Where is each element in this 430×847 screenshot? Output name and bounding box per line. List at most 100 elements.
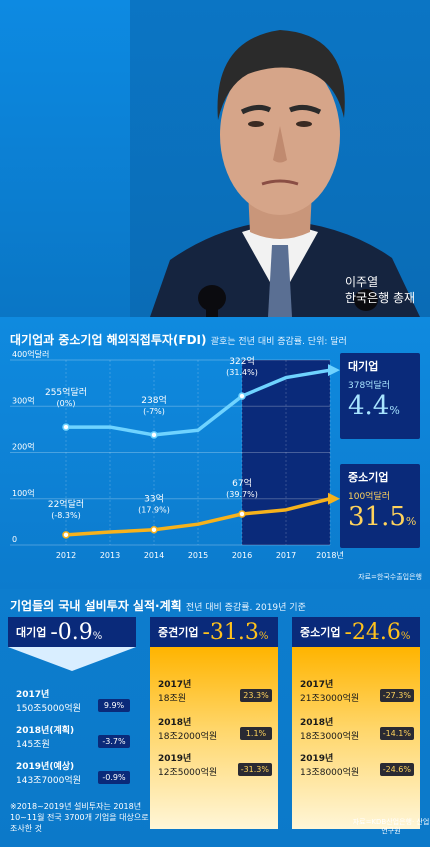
column-pct-unit: % — [92, 630, 103, 642]
column-pct-value: -24.6 — [344, 619, 401, 645]
row-year: 2017년 — [158, 680, 192, 690]
change-badge: -14.1% — [379, 727, 414, 740]
column-name: 대기업 — [16, 626, 47, 639]
annotation-change: (17.9%) — [138, 506, 170, 515]
row-2018: 2018년 18조2000억원 1.1% — [158, 715, 272, 742]
x-tick-label: 2018년 — [316, 550, 344, 560]
row-2019: 2019년 12조5000억원 -31.3% — [158, 751, 272, 778]
row-value: 18조원 — [158, 694, 187, 704]
fdi-subtitle: 괄호는 전년 대비 증감률. 단위: 달러 — [210, 337, 347, 347]
row-2017: 2017년 18조원 23.3% — [158, 677, 272, 704]
row-year: 2017년 — [300, 680, 334, 690]
change-badge: -24.6% — [379, 763, 414, 776]
caption-name: 이주열 — [345, 275, 379, 289]
change-badge: 9.9% — [98, 699, 130, 712]
fdi-chart-title: 대기업과 중소기업 해외직접투자(FDI) 괄호는 전년 대비 증감률. 단위:… — [10, 331, 347, 348]
row-2018: 2018년(계획) 145조원 -3.7% — [16, 723, 130, 750]
sme-callout-amount: 100억달러 — [348, 492, 391, 502]
y-tick-label: 100억 — [12, 488, 35, 498]
x-tick-label: 2012 — [56, 551, 76, 560]
row-value: 13조8000억원 — [300, 768, 360, 778]
fdi-title-text: 대기업과 중소기업 해외직접투자(FDI) — [10, 333, 207, 347]
annotation-change: (31.4%) — [226, 368, 258, 377]
y-tick-label: 300억 — [12, 395, 35, 405]
column-pct: -31.3% — [202, 620, 268, 645]
invest-column-large: 대기업 -0.9% 2017년 150조5000억원 9.9% 2018년(계획… — [8, 617, 136, 829]
sme-callout-pct: 31.5% — [348, 502, 416, 537]
data-point — [238, 392, 246, 400]
fdi-chart-section: 대기업과 중소기업 해외직접투자(FDI) 괄호는 전년 대비 증감률. 단위:… — [0, 317, 430, 589]
column-pct: -24.6% — [344, 620, 410, 645]
change-badge: 1.1% — [240, 727, 272, 740]
sme-callout-pct-unit: % — [405, 515, 417, 528]
annotation-change: (-8.3%) — [51, 511, 80, 520]
row-value: 18조3000억원 — [300, 732, 360, 742]
x-tick-label: 2016 — [232, 551, 252, 560]
series-line-sme — [65, 497, 331, 537]
row-2019: 2019년 13조8000억원 -24.6% — [300, 751, 414, 778]
row-year: 2019년 — [300, 754, 334, 764]
portrait-illustration — [150, 30, 420, 317]
change-badge: -27.3% — [379, 689, 414, 702]
data-point — [238, 510, 246, 518]
row-year: 2018년 — [158, 718, 192, 728]
annotation-change: (-7%) — [143, 407, 165, 416]
survey-note: ※2018~2019년 설비투자는 2018년 10~11월 전국 3700개 … — [10, 802, 149, 833]
row-value: 21조3000억원 — [300, 694, 360, 704]
annotation-value: 255억달러 — [45, 386, 87, 398]
annotation-change: (0%) — [57, 399, 76, 408]
header-photo-area: 이주열 한국은행 총재 — [0, 0, 430, 317]
column-header: 중소기업 -24.6% — [292, 617, 420, 647]
invest-title-text: 기업들의 국내 설비투자 실적·계획 — [10, 599, 182, 613]
row-year: 2019년(예상) — [16, 762, 75, 772]
annotation-change: (39.7%) — [226, 490, 258, 499]
column-pct: -0.9% — [50, 620, 102, 645]
y-tick-label: 200억 — [12, 442, 35, 452]
large-callout-amount: 378억달러 — [348, 381, 391, 391]
row-2019: 2019년(예상) 143조7000억원 -0.9% — [16, 759, 130, 786]
y-tick-label: 400억달러 — [12, 349, 49, 359]
row-value: 143조7000억원 — [16, 776, 81, 786]
invest-column-sme: 중소기업 -24.6% 2017년 21조3000억원 -27.3% 2018년… — [292, 617, 420, 829]
invest-subtitle: 전년 대비 증감률. 2019년 기준 — [185, 603, 306, 613]
change-badge: -0.9% — [98, 771, 130, 784]
column-arrow — [8, 647, 136, 671]
large-callout-pct-value: 4.4 — [348, 391, 390, 421]
column-pct-unit: % — [400, 630, 411, 642]
column-header: 대기업 -0.9% — [8, 617, 136, 647]
column-pct-value: -31.3 — [202, 619, 259, 645]
column-pct-unit: % — [258, 630, 269, 642]
row-value: 18조2000억원 — [158, 732, 218, 742]
annotation-value: 67억 — [232, 477, 252, 489]
row-2018: 2018년 18조3000억원 -14.1% — [300, 715, 414, 742]
row-value: 12조5000억원 — [158, 768, 218, 778]
row-2017: 2017년 21조3000억원 -27.3% — [300, 677, 414, 704]
photo-caption: 이주열 한국은행 총재 — [345, 274, 415, 306]
row-year: 2019년 — [158, 754, 192, 764]
column-name: 중소기업 — [300, 626, 341, 639]
annotation-value: 33억 — [144, 493, 164, 505]
sme-callout-name: 중소기업 — [348, 471, 389, 484]
large-corp-callout: 대기업 378억달러 4.4% — [340, 353, 420, 439]
series-line-large — [66, 368, 331, 437]
data-point — [62, 423, 70, 431]
invest-source: 자료=KDB산업은행· 산업연구원 — [352, 818, 430, 835]
fdi-source: 자료=한국수출입은행 — [358, 573, 422, 581]
invest-title: 기업들의 국내 설비투자 실적·계획 전년 대비 증감률. 2019년 기준 — [10, 597, 306, 614]
row-year: 2017년 — [16, 690, 50, 700]
row-year: 2018년(계획) — [16, 726, 75, 736]
change-badge: -31.3% — [237, 763, 272, 776]
y-tick-label: 0 — [12, 535, 17, 544]
row-2017: 2017년 150조5000억원 9.9% — [16, 687, 130, 714]
annotation-value: 22억달러 — [48, 498, 84, 510]
column-pct-value: -0.9 — [50, 619, 93, 645]
fdi-line-chart: 0 100억 200억 300억 400억달러 2012 2013 2014 2015 2016 2… — [10, 349, 344, 560]
row-value: 145조원 — [16, 740, 50, 750]
x-tick-label: 2014 — [144, 551, 164, 560]
change-badge: -3.7% — [98, 735, 130, 748]
portrait-photo — [130, 0, 430, 317]
data-point — [62, 531, 70, 539]
large-callout-pct-unit: % — [389, 404, 400, 417]
row-value: 150조5000억원 — [16, 704, 81, 714]
